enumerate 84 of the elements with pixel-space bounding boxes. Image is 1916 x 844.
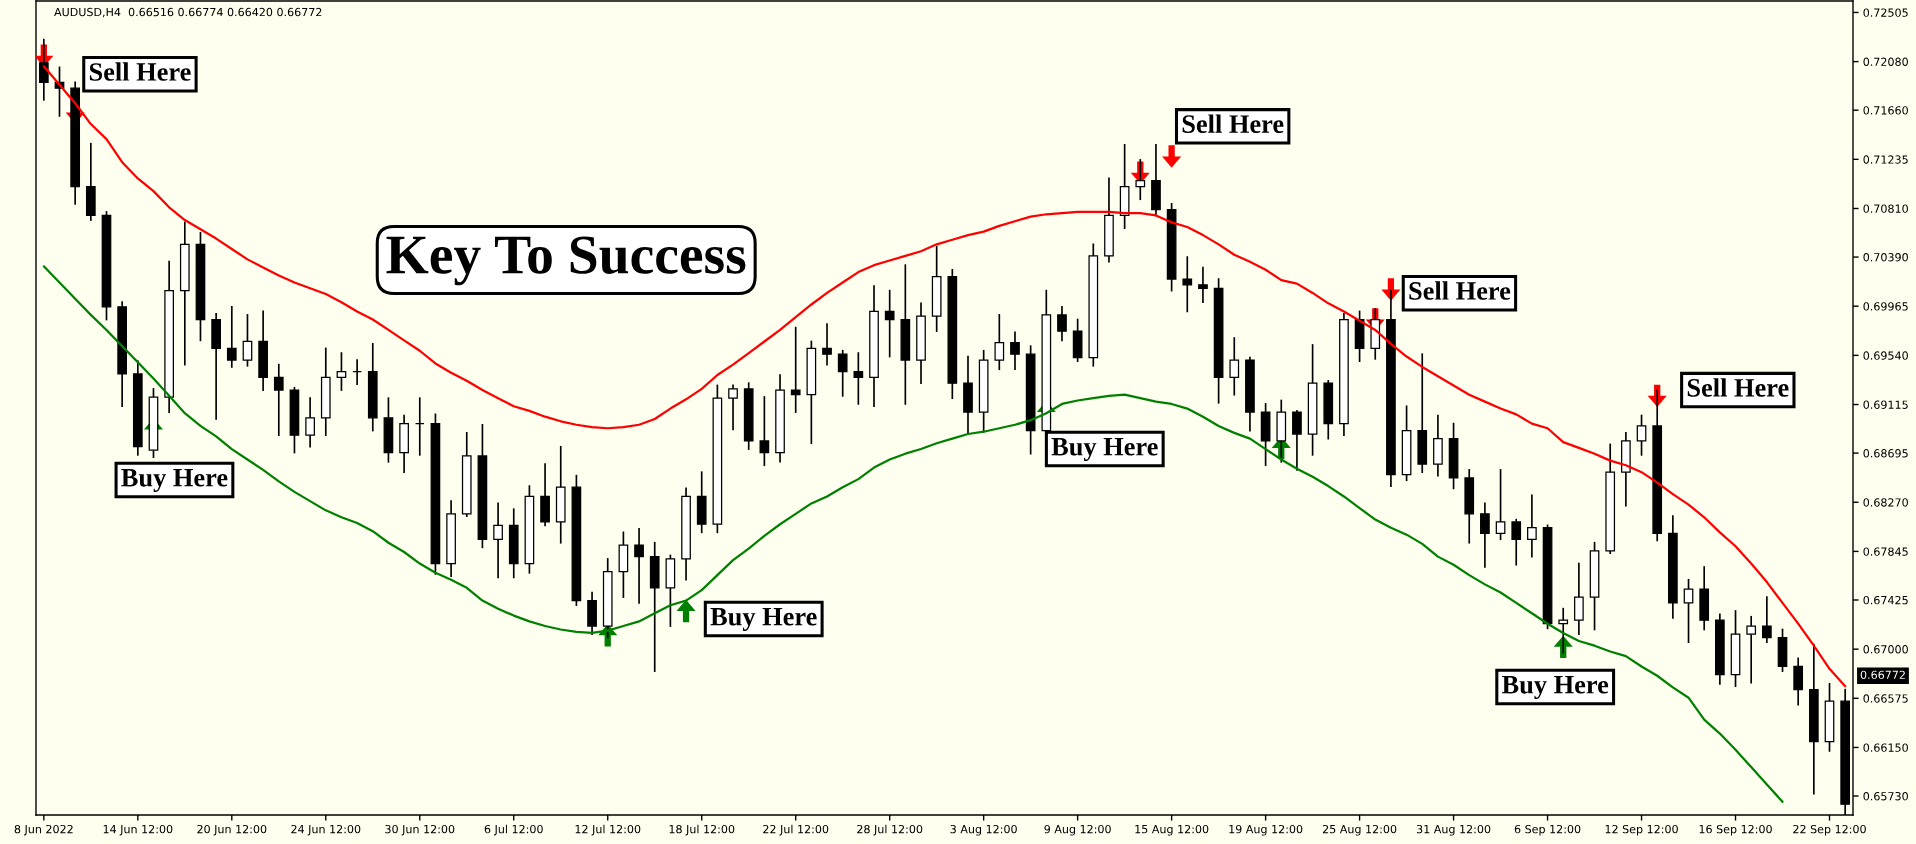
candlestick [242,314,253,367]
annotation: Buy Here [1501,676,1609,699]
y-tick-label: 0.70810 [1863,204,1908,213]
candlestick [994,314,1005,371]
candlestick [493,502,503,579]
x-tick-label: 16 Sep 12:00 [1699,824,1772,836]
x-tick-label: 14 Jun 12:00 [103,824,173,836]
candlestick [837,349,848,397]
x-tick-label: 18 Jul 12:00 [669,824,735,836]
x-tick-label: 6 Sep 12:00 [1514,824,1581,836]
annotation: Sell Here [1182,114,1284,133]
candlestick [634,528,644,604]
annotation: Buy Here [121,469,228,492]
candlestick [1198,266,1208,304]
x-tick-label: 20 Jun 12:00 [197,824,267,836]
candlestick [1793,657,1804,706]
candlestick [1057,305,1067,342]
candlestick [1683,578,1694,644]
x-tick-label: 24 Jun 12:00 [291,824,361,836]
candlestick [1527,494,1537,558]
x-tick-label: 3 Aug 12:00 [950,824,1017,836]
y-tick-label: 0.68270 [1863,498,1908,507]
candlestick [790,326,801,413]
x-tick-label: 9 Aug 12:00 [1044,824,1111,836]
candlestick [1135,159,1146,201]
y-tick-label: 0.66150 [1863,743,1908,752]
candlestick [38,38,49,101]
candlestick [822,323,832,366]
candlestick [1182,256,1193,313]
candlestick [1480,502,1490,568]
candlestick [1558,607,1569,654]
text: AUDUSD,H4 0.66516 0.66774 0.66420 0.66772 [54,7,322,18]
text: 0.66772 [1860,670,1905,680]
candlestick [1746,615,1757,684]
x-tick-label: 8 Jun 2022 [14,824,73,836]
y-tick-label: 0.67845 [1863,547,1908,556]
candlestick [1511,518,1522,566]
y-tick-label: 0.70390 [1863,253,1908,262]
candlestick [884,289,895,358]
annotation: Buy Here [1051,438,1158,461]
y-tick-label: 0.72505 [1863,8,1908,17]
x-tick-label: 6 Jul 12:00 [484,824,543,836]
y-tick-label: 0.72080 [1863,57,1908,66]
annotation: Sell Here [1409,281,1511,300]
candlestick [273,363,284,437]
x-tick-label: 19 Aug 12:00 [1229,824,1303,836]
x-tick-label: 12 Jul 12:00 [575,824,641,836]
candlestick [336,352,347,391]
annotation: Sell Here [89,62,191,81]
y-tick-label: 0.71660 [1863,106,1908,115]
y-tick-label: 0.71235 [1863,155,1908,164]
x-tick-label: 28 Jul 12:00 [857,824,923,836]
annotation: Buy Here [710,607,817,631]
candlestick [1636,414,1647,456]
candlestick [226,305,237,368]
y-tick-label: 0.67425 [1863,595,1908,605]
x-tick-label: 12 Sep 12:00 [1605,824,1678,836]
y-tick-label: 0.66575 [1863,694,1908,703]
y-tick-label: 0.68695 [1863,449,1908,458]
candlestick [1229,337,1240,396]
annotation: Key To Success [386,236,746,286]
x-tick-label: 15 Aug 12:00 [1135,824,1209,836]
candlestick [305,397,315,448]
candlestick [1010,331,1020,371]
annotation: Sell Here [1687,378,1789,397]
y-tick-label: 0.67000 [1863,645,1908,654]
x-tick-label: 30 Jun 12:00 [385,824,455,836]
y-tick-label: 0.65730 [1863,792,1908,801]
candlestick [853,352,864,405]
candlestick [1761,596,1772,644]
x-tick-label: 25 Aug 12:00 [1322,824,1397,836]
candlestick [1495,469,1506,541]
x-tick-label: 31 Aug 12:00 [1416,824,1491,836]
candlestick [1292,410,1302,471]
y-tick-label: 0.69115 [1863,400,1908,409]
y-tick-label: 0.69540 [1863,351,1908,360]
x-tick-label: 22 Jul 12:00 [763,824,829,836]
candlestick [728,384,738,431]
candlestick [1574,562,1584,635]
point [676,599,696,623]
candlestick [759,396,770,467]
y-tick-label: 0.69965 [1863,302,1908,311]
point [1162,145,1182,168]
x-tick-label: 22 Sep 12:00 [1793,824,1866,836]
